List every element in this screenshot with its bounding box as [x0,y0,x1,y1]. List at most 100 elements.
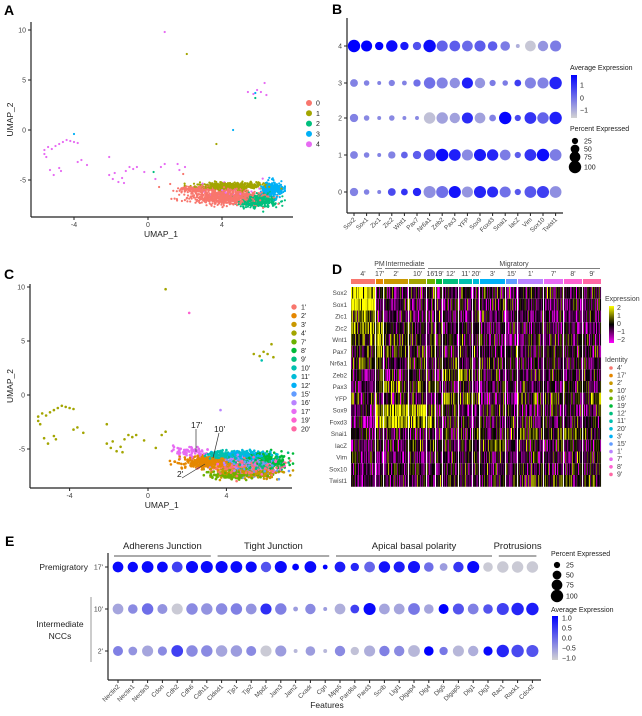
scatter-point [188,450,191,453]
scatter-point [260,473,264,476]
dot [157,561,168,573]
dot [275,603,287,615]
scatter-point [279,455,282,459]
scatter-point [280,187,283,190]
scatter-point [274,463,277,466]
heatmap-cell [400,287,402,299]
color-scale-label: 0 [580,96,584,103]
scatter-point [76,426,79,429]
scatter-point [271,469,274,473]
heatmap-cell [430,287,432,299]
heatmap-cell [413,287,415,299]
scatter-points [36,287,295,483]
dot [350,646,359,656]
scatter-point [203,188,206,191]
heatmap-cell [465,287,467,299]
gene-label: Foxd3 [479,216,497,234]
dot [275,645,287,657]
scatter-point [209,185,212,188]
scatter-point [282,462,286,466]
heatmap-cell [450,287,452,299]
size-label: 100 [566,594,578,601]
heatmap-cell [457,287,459,299]
heatmap-cell [436,287,438,299]
dot [511,602,524,616]
scatter-point [186,194,190,197]
scatter-point [269,198,272,201]
cluster-annotation: 10' [214,424,225,434]
scatter-point [158,185,161,189]
heatmap-cell [578,287,580,299]
heatmap-cell [359,287,361,299]
scatter-point [260,359,264,362]
heatmap-cell [418,287,420,299]
scatter-point [175,190,178,193]
dot [260,561,272,573]
scatter-point [163,162,166,166]
scatter-point [232,187,235,190]
dot [201,645,213,657]
scatter-point [214,192,217,195]
dot [388,79,395,87]
dot [424,604,434,614]
legend-swatch [306,110,312,117]
dot [215,645,228,657]
scatter-point [64,405,67,409]
scatter-point [221,206,224,209]
heatmap-cell [569,287,571,299]
heatmap-cell [525,287,527,299]
scatter-point [193,460,197,464]
legend-label: 3 [316,131,320,138]
scatter-point [213,202,217,205]
legend-color-title: Average Expression [551,607,614,614]
size-swatch [552,570,562,580]
gene-label: Jam3 [268,683,284,699]
dot [401,188,408,196]
scatter-point [273,193,276,196]
dot [550,40,562,52]
heatmap-cell [575,287,577,299]
row-label: 10' [94,607,103,614]
scatter-point [232,203,235,206]
heatmap-cell [358,287,360,299]
heatmap-cell [526,287,528,299]
scatter-point [40,412,44,415]
scatter-point [216,460,220,464]
heatmap-cell [574,287,576,299]
dot [524,149,537,161]
dot [514,114,521,122]
heatmap-cell [394,287,396,299]
scatter-point [238,458,241,462]
dot [452,603,464,615]
scatter-point [232,459,235,463]
heatmap-cell [351,287,353,299]
scatter-point [271,177,274,180]
scatter-point [194,198,197,201]
scatter-point [143,170,146,174]
heatmap-cell [364,287,366,299]
scatter-point [237,203,240,206]
legend-label: 16' [301,400,310,407]
scatter-point [142,439,146,442]
gene-label: Dlg3 [477,683,491,697]
size-swatch [571,137,579,145]
scatter-point [262,210,265,213]
scatter-point [218,198,221,201]
dot [461,149,473,161]
heatmap-cell [388,287,390,299]
scatter-point [200,449,204,452]
dot [439,563,448,571]
dot [402,116,407,120]
heatmap-cell [393,287,395,299]
dot [412,41,422,51]
scatter-point [200,198,203,201]
scatter-point [199,452,202,456]
dot [350,604,360,614]
scatter-point [204,197,207,200]
heatmap-cell [455,287,457,299]
scatter-point [291,452,295,455]
scatter-point [248,459,252,463]
heatmap-cell [535,287,537,299]
